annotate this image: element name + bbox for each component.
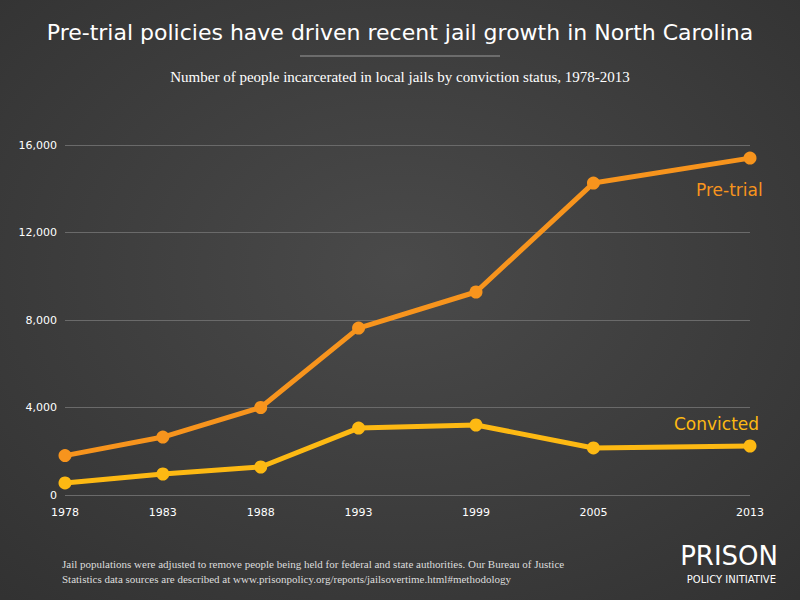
- svg-text:1999: 1999: [462, 506, 490, 519]
- svg-text:Pre-trial policies have driven: Pre-trial policies have driven recent ja…: [47, 20, 753, 45]
- svg-text:Statistics data sources are de: Statistics data sources are described at…: [62, 573, 511, 585]
- svg-text:Number of people incarcerated: Number of people incarcerated in local j…: [170, 69, 629, 85]
- svg-text:1983: 1983: [149, 506, 177, 519]
- svg-text:Pre-trial: Pre-trial: [696, 180, 763, 200]
- svg-text:Convicted: Convicted: [674, 414, 759, 434]
- svg-text:1978: 1978: [51, 506, 79, 519]
- svg-text:1988: 1988: [247, 506, 275, 519]
- svg-text:2013: 2013: [736, 506, 764, 519]
- svg-text:8,000: 8,000: [26, 314, 58, 327]
- svg-text:0: 0: [50, 489, 57, 502]
- svg-text:16,000: 16,000: [19, 139, 58, 152]
- svg-text:2005: 2005: [579, 506, 607, 519]
- svg-text:POLICY INITIATIVE: POLICY INITIATIVE: [687, 574, 776, 585]
- svg-text:PRISON: PRISON: [680, 541, 778, 571]
- svg-text:1993: 1993: [345, 506, 373, 519]
- svg-text:Jail populations were adjusted: Jail populations were adjusted to remove…: [62, 558, 564, 570]
- svg-text:4,000: 4,000: [26, 401, 58, 414]
- svg-text:12,000: 12,000: [19, 226, 58, 239]
